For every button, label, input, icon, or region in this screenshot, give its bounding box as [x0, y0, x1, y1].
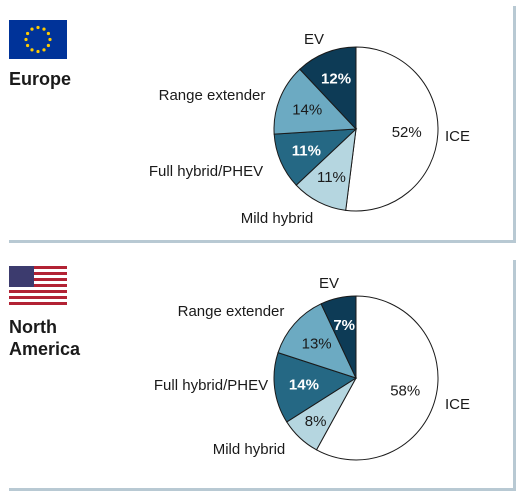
- slice-category-label: EV: [319, 275, 339, 292]
- slice-category-label: Full hybrid/PHEV: [154, 377, 268, 394]
- slice-value-label: 14%: [289, 377, 319, 394]
- slice-category-label: ICE: [445, 396, 470, 413]
- slice-value-label: 12%: [321, 71, 351, 88]
- region-label-line-2: America: [9, 339, 81, 359]
- region-label-europe: Europe: [9, 69, 72, 89]
- slice-category-label: ICE: [445, 128, 470, 145]
- pie-slice-ev: [299, 46, 357, 131]
- slice-value-label: 52%: [392, 124, 422, 141]
- europe-pie-chart: 52% ICE 11% Mild hybrid 11% Full hybrid/PHEV 1…: [149, 31, 470, 227]
- slice-category-label: Full hybrid/PHEV: [149, 163, 263, 180]
- pie-slice-full-hybrid-phev: [273, 352, 358, 423]
- slice-value-label: 8%: [305, 413, 327, 430]
- slice-category-label: Range extender: [159, 87, 266, 104]
- slice-value-label: 7%: [333, 317, 355, 334]
- region-label-line-1: North: [9, 317, 57, 337]
- pie-slice-ice: [315, 295, 439, 461]
- north-america-pie-chart: 58% ICE 8% Mild hybrid 14% Full hybrid/PHEV 13…: [154, 275, 470, 461]
- slice-value-label: 13%: [302, 335, 332, 352]
- pie-slice-ev: [320, 295, 357, 379]
- slice-category-label: Mild hybrid: [241, 210, 314, 227]
- slice-category-label: Range extender: [178, 303, 285, 320]
- slice-value-label: 14%: [292, 102, 322, 119]
- slice-value-label: 11%: [317, 169, 346, 186]
- slice-category-label: EV: [304, 31, 324, 48]
- pie-slice-range-extender: [273, 68, 358, 135]
- slice-category-label: Mild hybrid: [213, 441, 286, 458]
- region-label-north-america: North America: [9, 316, 80, 360]
- north-america-panel: North America 58% ICE 8% Mild hybrid 14% Full…: [9, 260, 516, 491]
- us-flag-icon: [9, 266, 67, 305]
- pie-slice-ice: [345, 46, 439, 212]
- slice-value-label: 58%: [390, 383, 420, 400]
- pie-slice-range-extender: [277, 303, 357, 379]
- europe-panel: Europe 52% ICE 11% Mild hybrid 11% Full hybri…: [9, 6, 516, 243]
- slice-value-label: 11%: [292, 142, 321, 159]
- eu-flag-icon: [9, 20, 67, 59]
